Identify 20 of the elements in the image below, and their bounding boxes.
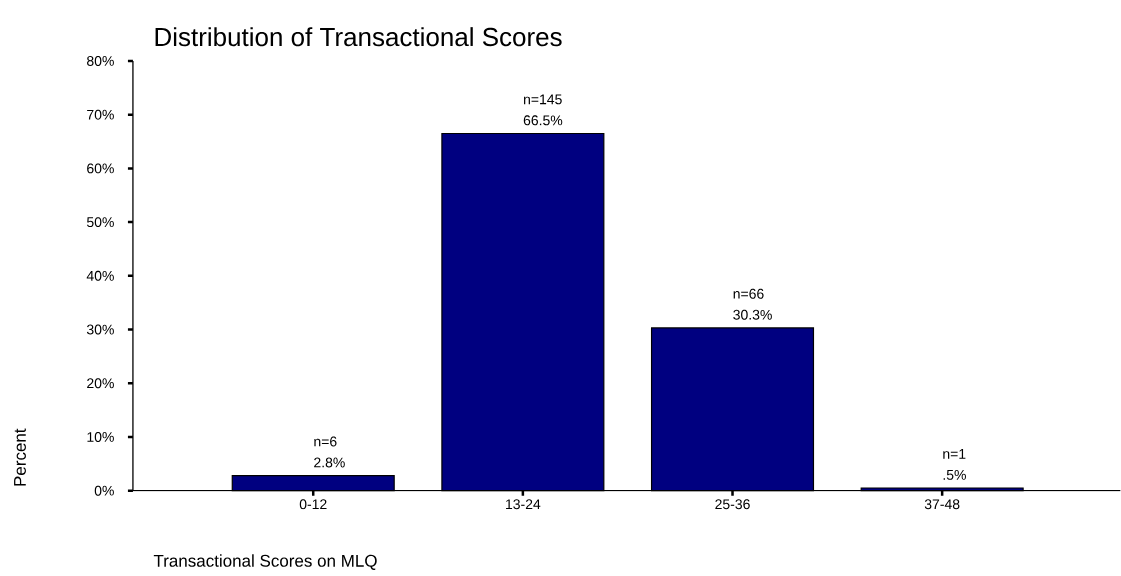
data-label: n=66 30.3% bbox=[733, 289, 772, 320]
data-label: n=145 66.5% bbox=[523, 94, 563, 126]
y-tick-label: 30% bbox=[86, 324, 114, 335]
x-tick-label: 13-24 bbox=[506, 499, 541, 510]
y-tick-label: 60% bbox=[87, 163, 114, 174]
y-tick-label: 20% bbox=[87, 378, 114, 389]
y-tick-label: 10% bbox=[87, 432, 114, 443]
x-tick-label: 25-36 bbox=[715, 499, 750, 510]
y-tick-label: 0% bbox=[94, 485, 114, 496]
x-tick-label: 0-12 bbox=[299, 499, 327, 510]
y-tick-label: 40% bbox=[86, 271, 114, 281]
chart-title: Distribution of Transactional Scores bbox=[155, 27, 562, 47]
y-tick-label: 50% bbox=[86, 217, 114, 228]
x-tick-label: 37-48 bbox=[924, 499, 960, 510]
y-tick-label: 70% bbox=[87, 109, 114, 120]
data-label: n=6 2.8% bbox=[314, 436, 345, 468]
y-tick-label: 80% bbox=[87, 56, 114, 67]
data-label: n=1 .5% bbox=[943, 449, 966, 480]
x-axis-title: Transactional Scores on MLQ bbox=[153, 554, 377, 571]
y-axis-title: Percent bbox=[14, 428, 26, 486]
